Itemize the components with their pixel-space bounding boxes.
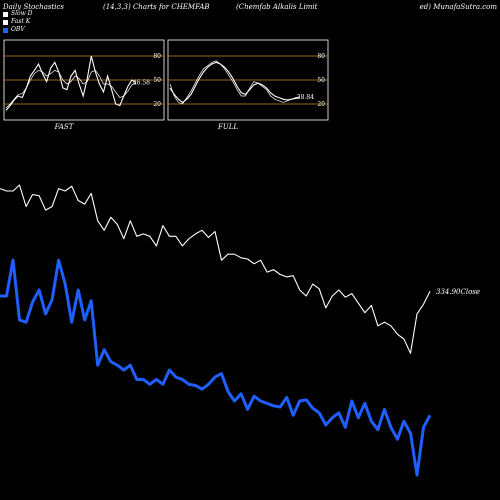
fast-slow-d-line [5, 69, 137, 109]
fast-title: FAST [54, 123, 75, 131]
legend-swatch [3, 19, 8, 25]
full-fast-k-line [169, 60, 301, 105]
legend: Slow D Fast K OBV [3, 10, 33, 34]
full-value-label: 28.84 [297, 94, 314, 101]
header-far-right: ed) MunafaSutra.com [419, 3, 497, 11]
legend-label: Fast K [11, 18, 31, 25]
fast-value-label: 46.58 [133, 80, 150, 87]
header-right: (Chemfab Alkalis Limit [236, 3, 318, 11]
legend-swatch [3, 27, 8, 33]
legend-label: OBV [11, 26, 25, 33]
header-left: Daily Stochastics [3, 3, 65, 11]
legend-label: Slow D [11, 10, 33, 17]
full-tick-label: 80 [317, 53, 325, 60]
fast-tick-label: 50 [153, 77, 161, 84]
fast-stochastic-panel: 20 50 80 46.58 FAST [3, 39, 165, 131]
legend-item-obv: OBV [3, 26, 33, 34]
fast-tick-label: 20 [153, 101, 161, 108]
close-value-label: 334.90Close [436, 288, 480, 296]
price-obv-panel: 334.90Close [0, 184, 480, 477]
fast-tick-label: 80 [153, 53, 161, 60]
close-price-line [0, 184, 431, 354]
fast-fast-k-line [5, 55, 137, 111]
full-tick-label: 50 [317, 77, 325, 84]
legend-swatch [3, 11, 8, 17]
full-tick-label: 20 [317, 101, 325, 108]
legend-item-slow-d: Slow D [3, 10, 33, 18]
full-stochastic-panel: 20 50 80 28.84 FULL [167, 39, 329, 131]
full-title: FULL [217, 123, 238, 131]
full-slow-d-line [169, 61, 301, 104]
legend-item-fast-k: Fast K [3, 18, 33, 26]
header-mid: (14,3,3) Charts for CHEMFAB [103, 3, 210, 11]
obv-line [0, 258, 432, 477]
